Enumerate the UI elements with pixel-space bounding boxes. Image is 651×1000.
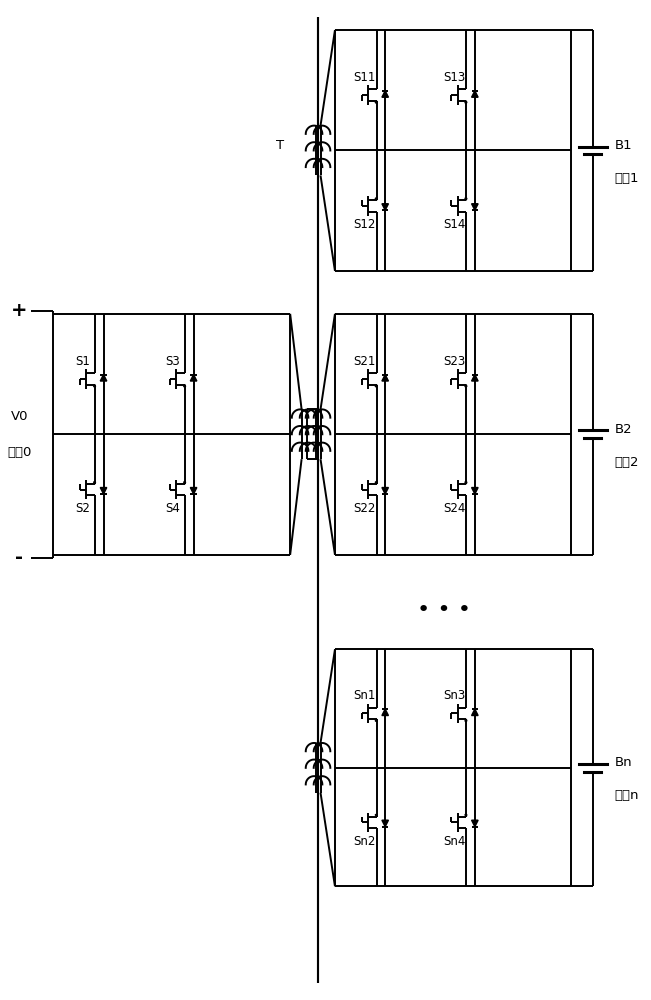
Text: Sn3: Sn3: [443, 689, 465, 702]
Text: S3: S3: [165, 355, 180, 368]
Text: V0: V0: [10, 410, 28, 423]
Polygon shape: [375, 385, 377, 387]
Text: T: T: [276, 139, 284, 152]
Text: S21: S21: [353, 355, 376, 368]
Polygon shape: [465, 198, 467, 200]
Text: B2: B2: [615, 423, 632, 436]
Text: S24: S24: [443, 502, 465, 515]
Polygon shape: [471, 375, 478, 381]
Text: • • •: • • •: [417, 600, 471, 620]
Polygon shape: [465, 101, 467, 103]
Text: B1: B1: [615, 139, 632, 152]
Polygon shape: [94, 482, 96, 484]
Text: 端口1: 端口1: [615, 172, 639, 185]
Text: +: +: [11, 301, 27, 320]
Polygon shape: [471, 91, 478, 97]
Polygon shape: [471, 709, 478, 716]
Polygon shape: [382, 375, 389, 381]
Text: S13: S13: [443, 71, 465, 84]
Polygon shape: [190, 488, 197, 494]
Polygon shape: [382, 91, 389, 97]
Text: S2: S2: [76, 502, 90, 515]
Polygon shape: [100, 488, 107, 494]
Polygon shape: [94, 385, 96, 387]
Polygon shape: [382, 204, 389, 210]
Polygon shape: [184, 482, 186, 484]
Polygon shape: [190, 375, 197, 381]
Text: S22: S22: [353, 502, 376, 515]
Polygon shape: [382, 820, 389, 827]
Polygon shape: [465, 385, 467, 387]
Text: S14: S14: [443, 218, 465, 231]
Polygon shape: [375, 815, 377, 817]
Polygon shape: [184, 385, 186, 387]
Text: 端口2: 端口2: [615, 456, 639, 469]
Polygon shape: [375, 198, 377, 200]
Polygon shape: [375, 101, 377, 103]
Text: 端口0: 端口0: [7, 446, 31, 459]
Polygon shape: [471, 488, 478, 494]
Text: Bn: Bn: [615, 756, 632, 769]
Text: -: -: [16, 548, 23, 567]
Polygon shape: [382, 709, 389, 716]
Polygon shape: [375, 719, 377, 721]
Text: S1: S1: [76, 355, 90, 368]
Polygon shape: [465, 482, 467, 484]
Text: Sn1: Sn1: [353, 689, 376, 702]
Polygon shape: [465, 815, 467, 817]
Polygon shape: [382, 488, 389, 494]
Text: S23: S23: [443, 355, 465, 368]
Polygon shape: [471, 204, 478, 210]
Text: Sn2: Sn2: [353, 835, 376, 848]
Text: S12: S12: [353, 218, 376, 231]
Text: Sn4: Sn4: [443, 835, 465, 848]
Polygon shape: [375, 482, 377, 484]
Text: S4: S4: [165, 502, 180, 515]
Polygon shape: [471, 820, 478, 827]
Polygon shape: [465, 719, 467, 721]
Polygon shape: [100, 375, 107, 381]
Text: S11: S11: [353, 71, 376, 84]
Text: 端口n: 端口n: [615, 789, 639, 802]
